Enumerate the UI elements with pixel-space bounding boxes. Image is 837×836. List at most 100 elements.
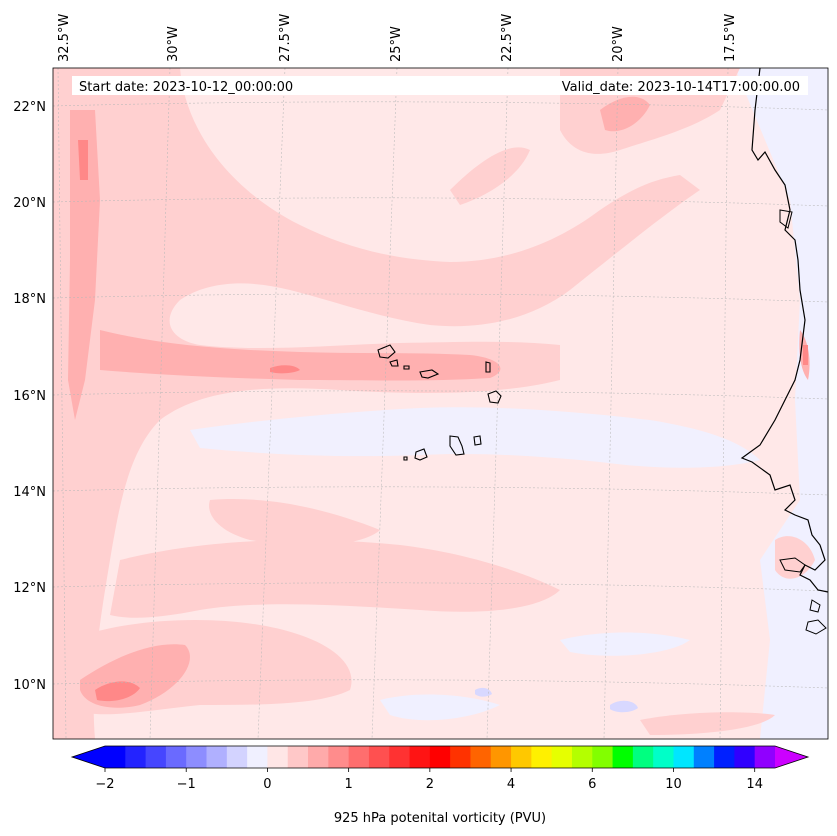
- field-left-col: [68, 110, 100, 420]
- colorbar-extend-high: [775, 746, 808, 768]
- coast-detail: [779, 557, 806, 573]
- colorbar-tick-label: 2: [426, 777, 434, 792]
- island-boa-vista: [487, 390, 502, 404]
- island-sao-vicente: [389, 359, 399, 367]
- field-12n-band: [110, 540, 560, 618]
- colorbar-tick-label: −1: [177, 777, 196, 792]
- field-17n-band: [100, 330, 501, 381]
- colorbar-segment: [571, 746, 593, 768]
- field-left-col-core: [78, 140, 88, 180]
- info-banner: [72, 76, 808, 95]
- colorbar-segment: [754, 746, 776, 768]
- lat-label: 22°N: [13, 100, 46, 115]
- longitude-labels: 32.5°W 30°W 27.5°W 25°W 22.5°W 20°W 17.5…: [57, 14, 738, 62]
- parallel: [53, 197, 828, 207]
- field-17n-core: [270, 365, 300, 374]
- colorbar-tick-label: 4: [507, 777, 515, 792]
- colorbar-extend-low: [72, 746, 105, 768]
- valid-date-label: Valid_date: 2023-10-14T17:00:00.00: [562, 80, 800, 95]
- island-brava: [403, 456, 408, 461]
- colorbar-segment: [490, 746, 512, 768]
- lon-label: 20°W: [611, 26, 626, 62]
- colorbar-segment: [247, 746, 268, 768]
- colorbar-segment: [511, 746, 532, 768]
- colorbar-segment: [186, 746, 208, 768]
- colorbar-segment: [287, 746, 309, 768]
- coast-detail: [779, 209, 793, 229]
- island-santo-antao: [377, 344, 396, 359]
- field-negative-mid: [560, 632, 690, 656]
- lon-label: 22.5°W: [500, 14, 515, 62]
- lon-label: 32.5°W: [57, 14, 72, 62]
- lon-label: 30°W: [166, 26, 181, 62]
- colorbar-segment: [308, 746, 329, 768]
- parallel: [53, 582, 828, 592]
- colorbar-segment: [226, 746, 248, 768]
- colorbar-tick-label: 0: [263, 777, 271, 792]
- colorbar-segment: [389, 746, 411, 768]
- colorbar-segment: [693, 746, 715, 768]
- island-maio: [473, 435, 482, 446]
- colorbar: −2 −1 0 1 2 4 6 10 14 925 hPa potenital vorticit…: [70, 745, 810, 826]
- field-arc-band: [53, 68, 700, 739]
- colorbar-segment: [673, 746, 695, 768]
- parallel: [53, 293, 828, 303]
- island-sao-nicolau: [419, 369, 440, 379]
- colorbar-segment: [450, 746, 471, 768]
- colorbar-segments: [105, 746, 776, 768]
- parallel: [53, 679, 828, 689]
- island-fogo: [414, 448, 428, 461]
- colorbar-segment: [409, 746, 431, 768]
- lat-label: 10°N: [13, 678, 46, 693]
- lat-label: 12°N: [13, 581, 46, 596]
- field-bottom-right: [640, 712, 775, 735]
- start-date-label: Start date: 2023-10-12_00:00:00: [79, 80, 293, 95]
- colorbar-segment: [206, 746, 228, 768]
- field-coast-core-2: [803, 345, 808, 365]
- colorbar-segment: [348, 746, 370, 768]
- pv-field: [53, 68, 828, 739]
- colorbar-segment: [592, 746, 614, 768]
- map-frame: [52, 67, 829, 740]
- colorbar-segment: [267, 746, 289, 768]
- colorbar-segment: [328, 746, 350, 768]
- field-negative-band: [190, 407, 760, 468]
- lat-label: 16°N: [13, 389, 46, 404]
- colorbar-tick-label: 1: [344, 777, 352, 792]
- field-10n-core: [95, 681, 140, 702]
- colorbar-tick-label: 14: [746, 777, 763, 792]
- cabo-verde-islands: [377, 344, 502, 461]
- island-sal: [485, 361, 491, 373]
- latitude-labels: 22°N 20°N 18°N 16°N 14°N 12°N 10°N: [13, 100, 46, 693]
- colorbar-segment: [714, 746, 735, 768]
- colorbar-tick-label: 10: [665, 777, 682, 792]
- lat-label: 14°N: [13, 485, 46, 500]
- colorbar-segment: [653, 746, 674, 768]
- graticule: [53, 68, 828, 739]
- colorbar-segment: [551, 746, 573, 768]
- colorbar-tick-label: −2: [95, 777, 114, 792]
- coast-detail: [805, 619, 827, 635]
- parallel: [53, 101, 828, 111]
- africa-coastline: [740, 68, 828, 593]
- colorbar-segment: [368, 746, 390, 768]
- coast-detail: [809, 599, 821, 613]
- island-santiago: [449, 435, 465, 456]
- field-streak-20n: [450, 147, 530, 205]
- colorbar-segment: [105, 746, 126, 768]
- lon-label: 27.5°W: [278, 14, 293, 62]
- colorbar-segment: [531, 746, 553, 768]
- colorbar-segment: [734, 746, 756, 768]
- colorbar-segment: [632, 746, 654, 768]
- colorbar-segment: [125, 746, 147, 768]
- island-santa-luzia: [403, 365, 410, 370]
- lat-label: 20°N: [13, 196, 46, 211]
- lat-label: 18°N: [13, 292, 46, 307]
- field-negative-south-1: [610, 700, 638, 713]
- field-upper-right-core: [600, 96, 650, 132]
- colorbar-ticks: −2 −1 0 1 2 4 6 10 14: [95, 768, 763, 792]
- colorbar-segment: [470, 746, 492, 768]
- colorbar-tick-label: 6: [588, 777, 596, 792]
- lon-label: 17.5°W: [723, 14, 738, 62]
